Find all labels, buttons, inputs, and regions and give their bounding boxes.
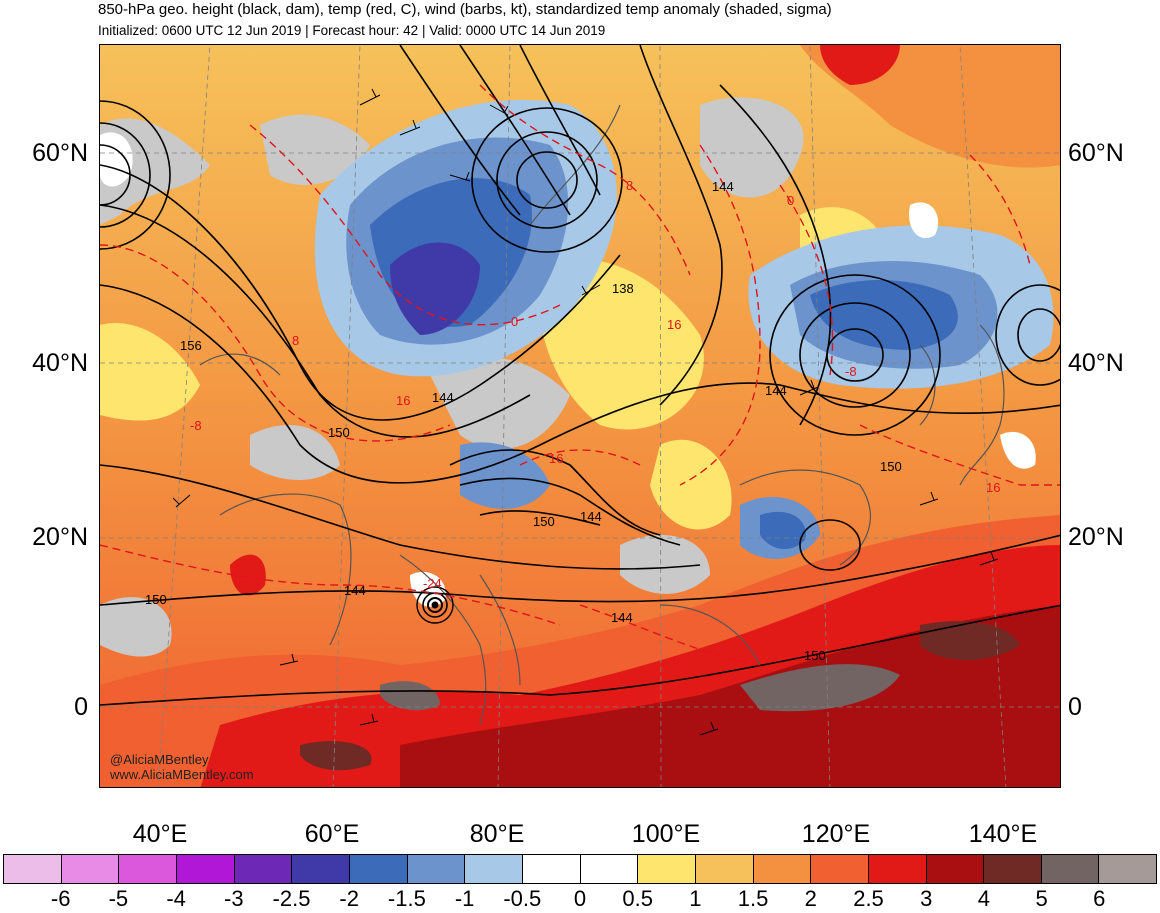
colorbar-tick-label: 0 [573,886,587,911]
map-subtitle: Initialized: 0600 UTC 12 Jun 2019 | Fore… [98,23,606,38]
colorbar-tick-label: -5 [108,886,129,911]
height-label: 156 [180,338,202,353]
colorbar-box [1099,855,1157,883]
colorbar-box [465,855,523,883]
colorbar-box [349,855,408,883]
temperature-contours [100,84,1060,666]
temp-label: 16 [396,393,410,408]
colorbar-box [176,855,235,883]
temp-label: -8 [190,418,202,433]
temp-label: 0 [673,653,680,668]
height-contours [100,45,1060,706]
temp-label: 16 [986,480,1000,495]
height-label: 144 [611,610,633,625]
colorbar-tick-label: -4 [166,886,186,911]
temperature-contour-labels: 8 0 0 16 8 -8 16 -8 16 -24 0 16 [190,178,1000,668]
lat-label-right: 0 [1068,693,1082,721]
lon-label: 60°E [304,820,360,848]
colorbar-box [580,855,639,883]
colorbar-box [926,855,985,883]
temp-label: 0 [787,193,794,208]
height-label: 144 [712,179,734,194]
colorbar-tick-label: -1.5 [387,886,426,911]
colorbar-tick-label: -1 [454,886,475,911]
temp-label: -24 [423,576,442,591]
temp-label: 16 [549,451,563,466]
colorbar-box [811,855,869,883]
map-title: 850-hPa geo. height (black, dam), temp (… [98,1,832,18]
tropical-cyclone [416,586,454,624]
colorbar-box [984,855,1042,883]
lat-label-left: 0 [74,693,88,721]
lat-label-right: 40°N [1068,349,1124,377]
warm-anomaly-northeast [800,45,1060,168]
colorbar-tick-label: 2.5 [853,886,884,911]
map-panel: 144 156 150 138 144 144 150 150 144 144 … [99,44,1061,788]
colorbar-tick-label: 2 [804,886,817,911]
height-label: 150 [145,592,167,607]
temp-label: 0 [511,314,518,329]
height-label: 150 [328,425,350,440]
temp-label: -8 [845,364,857,379]
lat-lon-grid [100,45,1060,787]
height-label: 150 [880,459,902,474]
height-label: 144 [765,383,787,398]
colorbar-box [695,855,754,883]
credit-website: www.AliciaMBentley.com [110,767,254,782]
colorbar-tick-label: 1.5 [737,886,769,911]
weather-map: 144 156 150 138 144 144 150 150 144 144 … [100,45,1060,787]
colorbar-box [407,855,466,883]
colorbar-box [119,855,177,883]
anomaly-colorbar [3,854,1157,884]
lat-label-left: 60°N [32,139,88,167]
colorbar-box [292,855,350,883]
colorbar-tick-label: 3 [920,886,933,911]
lat-label-left: 40°N [32,349,88,377]
height-label: 144 [580,509,602,524]
lon-label: 40°E [132,820,188,848]
colorbar-tick-label: -6 [50,886,71,911]
height-label: 144 [432,390,454,405]
colorbar-box [4,855,62,883]
colorbar-tick-label: 6 [1093,886,1106,911]
height-label: 150 [804,648,826,663]
lat-label-right: 20°N [1068,523,1124,551]
height-label: 144 [344,583,366,598]
colorbar-box [234,855,293,883]
colorbar-tick-label: 4 [977,886,991,911]
lon-label: 100°E [631,820,701,848]
temp-label: 8 [292,333,299,348]
colorbar-tick-label: 5 [1035,886,1048,911]
colorbar-box [1041,855,1100,883]
colorbar-box [753,855,812,883]
height-contour-labels: 144 156 150 138 144 144 150 150 144 144 … [145,179,902,663]
temp-label: 8 [626,178,633,193]
lon-label: 120°E [801,820,871,848]
colorbar-tick-label: -0.5 [503,886,542,911]
colorbar-tick-label: -2.5 [272,886,311,911]
colorbar-tick-label: 1 [689,886,702,911]
lon-label: 80°E [469,820,525,848]
colorbar-tick-label: -3 [224,886,244,911]
colorbar-tick-label: 0.5 [622,886,653,911]
height-label: 150 [533,514,555,529]
lat-label-right: 60°N [1068,139,1124,167]
colorbar-tick-label: -2 [339,886,359,911]
temp-label: 16 [667,317,681,332]
colorbar-box [522,855,581,883]
warm-anomaly-tropics [100,515,1060,787]
lat-label-left: 20°N [32,523,88,551]
credit-twitter: @AliciaMBentley [110,752,209,767]
wind-barbs [172,88,999,736]
colorbar-box [638,855,696,883]
colorbar-box [868,855,927,883]
colorbar-box [61,855,120,883]
height-label: 138 [612,281,634,296]
lon-label: 140°E [968,820,1038,848]
